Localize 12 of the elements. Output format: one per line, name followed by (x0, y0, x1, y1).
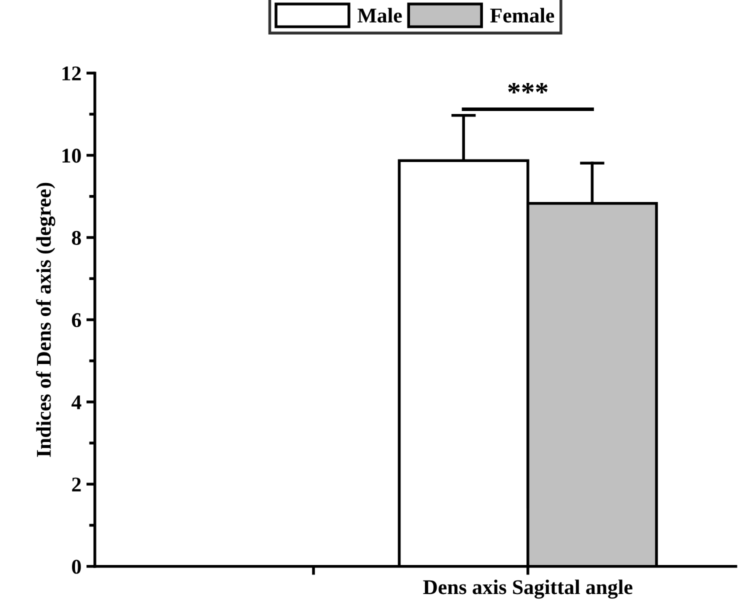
y-tick-label: 6 (72, 313, 82, 328)
legend-label: Male (358, 8, 402, 23)
x-tick-label: Dens axis Sagittal angle (423, 580, 632, 599)
y-tick-label: 10 (62, 148, 81, 163)
y-axis-title: Indices of Dens of axis (degree) (36, 182, 56, 457)
y-tick-label: 8 (72, 230, 81, 245)
y-tick-label: 4 (72, 395, 82, 410)
legend-label: Female (490, 8, 554, 23)
y-tick-label: 0 (72, 560, 81, 574)
y-tick-label: 2 (72, 478, 81, 492)
y-tick-label: 12 (62, 66, 81, 80)
annotation: *** (508, 82, 548, 94)
